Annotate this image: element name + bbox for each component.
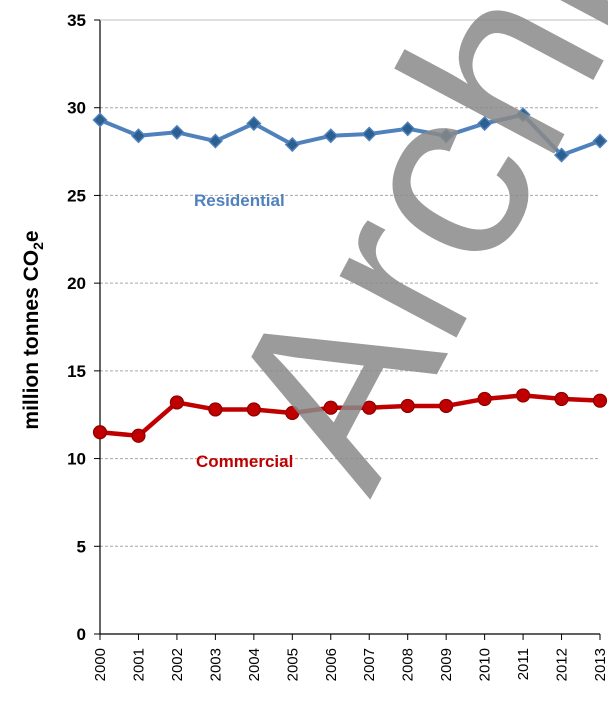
y-tick-labels: 0 5 10 15 20 25 30 35: [67, 11, 86, 644]
x-tick-label: 2011: [515, 648, 532, 680]
data-point-commercial: [246, 402, 261, 417]
x-tick-label: 2013: [592, 648, 608, 681]
y-axis-label-subscript: 2: [30, 242, 46, 250]
y-tick-label: 10: [67, 450, 86, 469]
data-point-commercial: [554, 391, 569, 407]
x-tick-label: 2009: [438, 648, 455, 681]
y-tick-label: 35: [67, 11, 86, 30]
watermark: Archived: [170, 0, 608, 525]
data-point-commercial: [285, 405, 300, 421]
data-point-commercial: [592, 393, 608, 408]
x-tick-label: 2000: [92, 648, 109, 681]
data-point-residential: [207, 133, 223, 149]
data-point-residential: [323, 128, 339, 144]
data-point-residential: [477, 115, 493, 132]
data-point-residential: [438, 128, 454, 144]
x-tick-label: 2006: [323, 648, 340, 681]
y-axis-label-tail: e: [20, 230, 43, 242]
x-tick-label: 2012: [554, 648, 571, 681]
data-point-commercial: [323, 400, 338, 415]
data-point-commercial: [208, 402, 223, 417]
data-point-residential: [284, 136, 300, 153]
y-tick-label: 5: [77, 537, 86, 556]
x-tick-label: 2002: [169, 648, 186, 681]
x-tick-label: 2010: [477, 648, 494, 681]
series-label-commercial: Commercial: [196, 452, 293, 471]
data-point-residential: [92, 112, 108, 128]
y-tick-label: 15: [67, 362, 86, 381]
data-point-residential: [361, 126, 377, 142]
series-label-residential: Residential: [194, 191, 285, 210]
data-point-commercial: [477, 391, 492, 407]
data-point-commercial: [131, 428, 146, 443]
data-point-residential: [400, 121, 416, 137]
data-point-commercial: [169, 395, 185, 410]
x-tick-label: 2005: [284, 648, 301, 681]
x-tick-label: 2008: [400, 648, 417, 681]
data-point-residential: [553, 147, 570, 163]
series-line-residential: [99, 112, 601, 158]
data-point-residential: [130, 128, 147, 144]
y-tick-label: 0: [77, 625, 86, 644]
x-tick-labels: 2000 2001 2002 2003 2004 2005 2006 2007 2008 2009…: [92, 648, 608, 681]
x-tick-label: 2001: [130, 648, 147, 681]
x-tick-label: 2007: [361, 648, 378, 681]
y-axis-label: million tonnes CO2e: [20, 230, 46, 429]
y-tick-label: 25: [67, 186, 86, 205]
x-tick-label: 2003: [207, 648, 224, 681]
data-point-residential: [592, 133, 608, 149]
data-point-commercial: [92, 425, 108, 440]
data-point-residential: [246, 115, 262, 132]
x-tick-label: 2004: [246, 648, 263, 681]
data-point-commercial: [439, 398, 454, 414]
y-tick-label: 30: [67, 99, 86, 118]
y-tick-label: 20: [67, 274, 86, 293]
data-point-residential: [515, 107, 531, 123]
data-point-residential: [169, 124, 185, 140]
series-layer: [92, 107, 608, 443]
y-axis-label-main: million tonnes CO: [20, 250, 43, 430]
data-point-commercial: [515, 388, 531, 403]
data-point-commercial: [400, 398, 415, 414]
data-point-commercial: [362, 400, 377, 415]
